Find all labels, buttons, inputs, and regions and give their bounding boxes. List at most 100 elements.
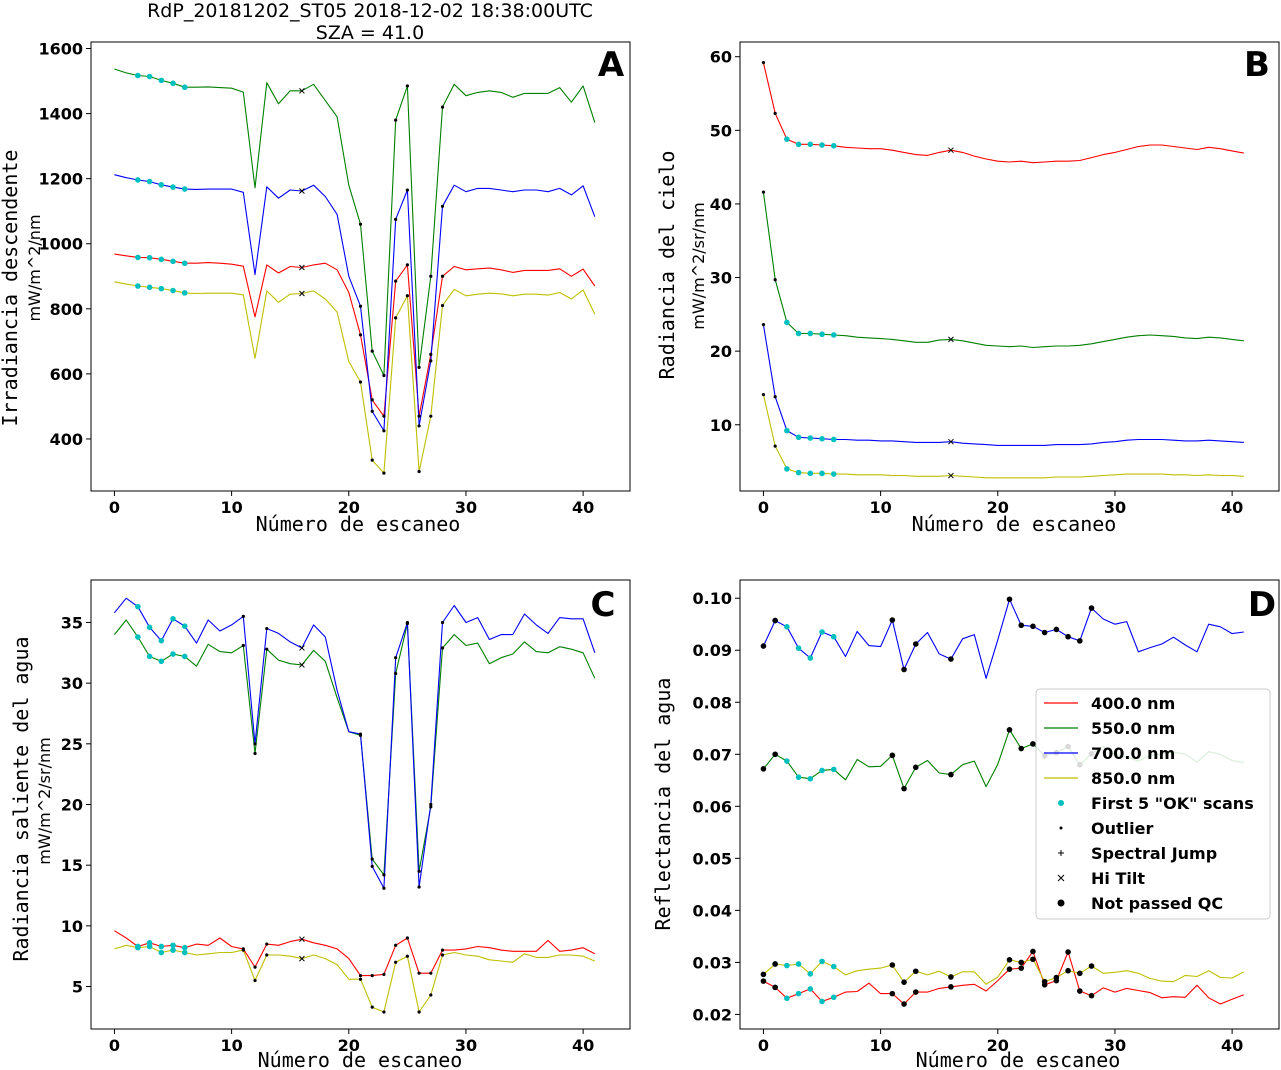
- panel-b-ytick-label: 60: [710, 48, 732, 67]
- panel-c-ytick-label: 20: [61, 796, 83, 815]
- panel-d-not-passed-qc-point: [1030, 741, 1036, 747]
- panel-b-ylabel: Radiancia del cielo: [655, 151, 679, 380]
- panel-b-ok-scan-point: [807, 330, 814, 337]
- panel-b-ok-scan-point: [819, 142, 825, 148]
- panel-c-ytick-label: 35: [61, 613, 83, 632]
- panel-b-xtick-label: 30: [1104, 498, 1126, 517]
- panel-d-ok-scan-point: [807, 775, 814, 782]
- panel-a-ok-scan-point: [135, 72, 141, 79]
- hi-tilt-stroke: [299, 188, 305, 194]
- panel-d-not-passed-qc-point: [912, 968, 919, 975]
- panel-a-letter: A: [598, 45, 625, 85]
- panel-d-series-line: [763, 958, 1245, 985]
- panel-d-not-passed-qc-point: [948, 771, 954, 778]
- panel-b-hi-tilt-point: [948, 438, 954, 445]
- panel-c-ok-scan-point: [181, 623, 188, 629]
- panel-d-ytick-label: 0.06: [693, 797, 732, 816]
- panel-b-xtick-label: 40: [1221, 498, 1243, 517]
- panel-b-hi-tilt-point: [948, 147, 954, 154]
- panel-a-xtick-label: 40: [572, 498, 594, 517]
- panel-a-ok-scan-point: [158, 77, 165, 84]
- panel-a-axes-frame: [90, 41, 631, 492]
- panel-c-series-line: [113, 597, 596, 889]
- panel-a-outlier-point: [429, 414, 433, 418]
- panel-c-outlier-point: [253, 742, 257, 746]
- hi-tilt-stroke: [948, 438, 954, 445]
- panel-b-ok-scan-point: [819, 435, 825, 442]
- panel-c-ok-scan-point: [158, 658, 165, 665]
- legend-swatch-outlier: [1059, 826, 1063, 830]
- panel-a-hi-tilt-point: [299, 290, 305, 297]
- panel-d-not-passed-qc-point: [772, 961, 778, 967]
- panel-a-outlier-point: [382, 471, 386, 475]
- hi-tilt-stroke: [299, 290, 305, 297]
- figure-title-line2: SZA = 41.0: [316, 22, 424, 44]
- hi-tilt-stroke: [948, 147, 954, 154]
- panel-d-not-passed-qc-point: [912, 641, 919, 647]
- panel-a-ok-scan-point: [181, 260, 188, 267]
- panel-d-not-passed-qc-point: [1053, 974, 1060, 981]
- panel-a-ok-scan-point: [170, 80, 176, 87]
- panel-d-not-passed-qc-point: [889, 617, 896, 623]
- panel-d-not-passed-qc-point: [889, 990, 896, 997]
- hi-tilt-stroke: [299, 264, 305, 271]
- legend-label-400: 400.0 nm: [1091, 694, 1175, 713]
- panel-d-not-passed-qc-point: [1053, 626, 1060, 633]
- panel-b-hi-tilt-point: [948, 472, 954, 479]
- legend-swatch-ok-scans: [1058, 800, 1064, 806]
- panel-d-not-passed-qc-point: [1088, 605, 1095, 611]
- panel-a-hi-tilt-point: [299, 264, 305, 271]
- legend-frame: [1035, 688, 1271, 920]
- panel-a-outlier-point: [394, 118, 398, 122]
- panel-c-series-line: [114, 944, 596, 1013]
- panel-a-xtick-label: 10: [220, 498, 242, 517]
- panel-b-xtick-label: 0: [758, 498, 769, 517]
- panel-a-outlier-point: [382, 414, 386, 418]
- panel-d-not-passed-qc-point: [760, 643, 767, 649]
- panel-c-outlier-point: [440, 953, 445, 957]
- panel-b-ok-scan-point: [830, 471, 837, 477]
- panel-c-outlier-point: [417, 885, 421, 889]
- panel-c-ok-scan-point: [170, 616, 176, 622]
- panel-a-xlabel: Número de escaneo: [256, 512, 461, 536]
- panel-c-ok-scan-point: [170, 651, 176, 657]
- panel-c-outlier-point: [394, 671, 398, 676]
- legend-label-700: 700.0 nm: [1091, 744, 1175, 763]
- panel-b-outlier-point: [761, 392, 766, 397]
- panel-d-not-passed-qc-point: [1030, 623, 1036, 630]
- panel-a-outlier-point: [440, 105, 445, 109]
- panel-c-ytick-label: 30: [61, 674, 83, 693]
- panel-d-not-passed-qc-point: [1077, 638, 1083, 644]
- panel-c-outlier-point: [241, 614, 245, 619]
- panel-b-series-line: [762, 324, 1244, 446]
- panel-b-ok-scan-point: [819, 331, 825, 338]
- panel-a-outlier-point: [405, 84, 409, 88]
- panel-b: Radiancia del cielo mW/m^2/sr/nm Número …: [655, 41, 1280, 536]
- legend-label-not-passed-qc: Not passed QC: [1091, 894, 1223, 913]
- panel-b-ok-scan-point: [807, 470, 814, 477]
- panel-d-not-passed-qc-point: [1018, 959, 1025, 966]
- panel-c-outlier-point: [253, 751, 257, 756]
- panel-d-ytick-label: 0.02: [693, 1005, 732, 1024]
- panel-b-xlabel: Número de escaneo: [912, 512, 1117, 536]
- panel-c-outlier-point: [394, 960, 398, 964]
- panel-b-outlier-point: [773, 278, 777, 282]
- hi-tilt-stroke: [299, 662, 305, 668]
- panel-a-ok-scan-point: [146, 254, 153, 261]
- panel-a-ok-scan-point: [170, 258, 176, 265]
- panel-d-not-passed-qc-point: [1006, 596, 1013, 603]
- panel-d-ok-scan-point: [830, 963, 837, 970]
- panel-c-outlier-point: [417, 971, 421, 975]
- panel-d-letter: D: [1248, 585, 1276, 625]
- panel-a-series-line: [114, 174, 596, 432]
- panel-d-ok-scan-point: [784, 962, 790, 969]
- panel-c-hi-tilt-point: [299, 662, 305, 668]
- panel-a-outlier-point: [440, 204, 445, 208]
- panel-c-outlier-point: [417, 1010, 421, 1014]
- panel-d-ok-scan-point: [795, 990, 802, 997]
- panel-b-ok-scan-point: [830, 436, 837, 443]
- panel-d-not-passed-qc-point: [760, 766, 767, 772]
- panel-a-series-line: [114, 281, 596, 474]
- panel-b-xtick-label: 20: [987, 498, 1009, 517]
- panel-b-series-line: [762, 62, 1244, 164]
